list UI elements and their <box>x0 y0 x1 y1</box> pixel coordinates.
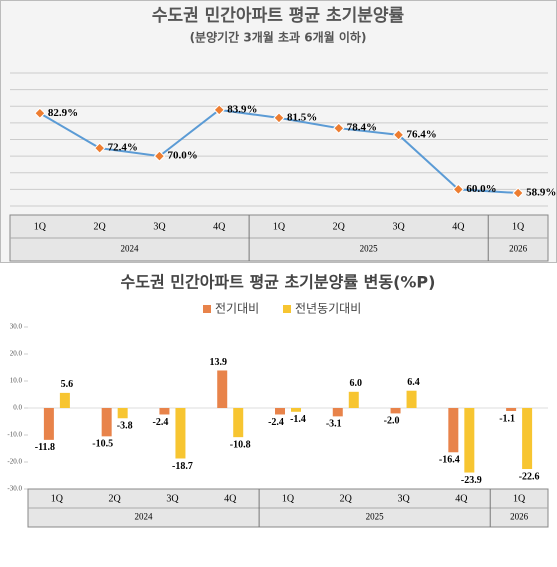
data-label: -2.0 <box>384 416 400 427</box>
group-label: 2025 <box>360 244 379 254</box>
bar-chart: 수도권 민간아파트 평균 초기분양률 변동(%P) 30.0 20.0 10.0 0.… <box>7 273 549 528</box>
x-tick-label: 1Q <box>513 494 526 505</box>
x-tick-label: 2Q <box>94 222 107 233</box>
data-label: 5.6 <box>61 379 74 390</box>
chart-subtitle: (분양기간 3개월 초과 6개월 이하) <box>190 30 367 45</box>
data-label: -11.8 <box>35 442 55 453</box>
bar <box>59 392 70 408</box>
y-tick-label: 20.0 <box>10 350 23 358</box>
bar <box>506 408 517 411</box>
x-tick-label: 2Q <box>340 494 353 505</box>
data-label: -1.1 <box>499 413 515 424</box>
bar <box>390 408 401 414</box>
y-tick-label: -20.0 <box>7 458 22 466</box>
bar <box>275 408 285 415</box>
group-label: 2024 <box>121 244 140 254</box>
legend-label: 전년동기대비 <box>295 302 361 316</box>
data-label: -3.8 <box>117 421 133 432</box>
x-tick-label: 4Q <box>455 494 468 505</box>
data-label: 6.4 <box>407 377 420 388</box>
group-label: 2026 <box>510 512 529 522</box>
bar <box>348 391 359 408</box>
bar <box>217 370 228 408</box>
bar <box>291 408 301 412</box>
legend-swatch <box>283 305 291 313</box>
group-label: 2025 <box>366 512 385 522</box>
data-label: 72.4% <box>108 142 138 154</box>
chart-title: 수도권 민간아파트 평균 초기분양률 변동(%P) <box>121 273 436 292</box>
bar <box>464 408 475 473</box>
x-tick-label: 3Q <box>166 494 179 505</box>
y-tick-label: 10.0 <box>10 377 23 385</box>
y-tick-label: 30.0 <box>10 323 23 331</box>
data-label: -18.7 <box>172 461 193 472</box>
data-label: -10.5 <box>92 439 113 450</box>
x-tick-label: 3Q <box>397 494 410 505</box>
point-marker <box>392 129 405 141</box>
bar <box>406 390 417 408</box>
data-label: 83.9% <box>227 103 257 115</box>
bar <box>43 408 54 440</box>
x-tick-label: 1Q <box>282 494 295 505</box>
y-tick-label: 0.0 <box>13 404 22 412</box>
data-label: -16.4 <box>439 455 460 466</box>
data-label: -23.9 <box>461 475 482 486</box>
data-label: -1.4 <box>290 414 306 425</box>
bar <box>159 408 170 415</box>
y-tick-label: -30.0 <box>7 485 22 493</box>
y-tick-label: -10.0 <box>7 431 22 439</box>
group-label: 2026 <box>509 244 528 254</box>
x-tick-label: 2Q <box>333 222 346 233</box>
data-label: 58.9% <box>526 187 556 199</box>
point-marker <box>34 107 46 119</box>
line-chart: 수도권 민간아파트 평균 초기분양률 (분양기간 3개월 초과 6개월 이하) … <box>0 0 557 263</box>
data-label: 78.4% <box>347 122 377 134</box>
bar <box>448 408 459 453</box>
data-label: 70.0% <box>167 150 197 162</box>
data-label: 76.4% <box>407 128 437 140</box>
x-tick-label: 2Q <box>109 494 122 505</box>
bar <box>175 408 186 459</box>
bar <box>117 408 128 419</box>
data-label: 60.0% <box>466 183 496 195</box>
legend-label: 전기대비 <box>215 302 259 316</box>
x-tick-label: 4Q <box>213 222 226 233</box>
legend-swatch <box>203 305 211 313</box>
data-label: 81.5% <box>287 111 317 123</box>
data-label: -2.4 <box>153 417 169 428</box>
data-label: 6.0 <box>350 378 363 389</box>
bar <box>233 408 244 438</box>
point-marker <box>512 187 524 199</box>
data-label: -22.6 <box>519 471 540 482</box>
bar <box>101 408 112 437</box>
data-label: -3.1 <box>326 419 342 430</box>
chart-title: 수도권 민간아파트 평균 초기분양률 <box>152 6 405 26</box>
point-marker <box>94 142 106 154</box>
x-tick-label: 3Q <box>392 222 405 233</box>
bar <box>522 408 533 470</box>
point-marker <box>273 112 285 124</box>
data-label: 82.9% <box>48 107 78 119</box>
x-tick-label: 4Q <box>452 222 465 233</box>
point-marker <box>452 183 464 196</box>
x-tick-label: 1Q <box>512 222 525 233</box>
x-tick-label: 1Q <box>51 494 64 505</box>
x-tick-label: 3Q <box>153 222 166 233</box>
data-label: -10.8 <box>230 439 251 450</box>
x-tick-label: 4Q <box>224 494 237 505</box>
data-label: 13.9 <box>209 357 227 368</box>
x-tick-label: 1Q <box>273 222 286 233</box>
point-marker <box>333 122 345 134</box>
point-marker <box>153 150 166 162</box>
point-marker <box>213 104 225 116</box>
bar <box>332 408 343 417</box>
group-label: 2024 <box>135 512 154 522</box>
x-tick-label: 1Q <box>34 222 47 233</box>
data-label: -2.4 <box>268 417 284 428</box>
